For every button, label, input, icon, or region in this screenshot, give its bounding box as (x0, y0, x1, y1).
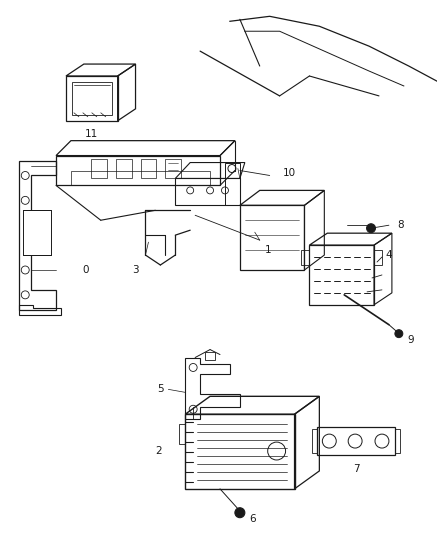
Polygon shape (141, 158, 156, 179)
Polygon shape (23, 211, 51, 255)
Circle shape (395, 330, 403, 337)
Text: 5: 5 (157, 384, 164, 394)
Text: 9: 9 (407, 335, 414, 345)
Polygon shape (165, 158, 181, 179)
Text: 1: 1 (265, 245, 271, 255)
Text: 0: 0 (83, 265, 89, 275)
Text: 4: 4 (385, 250, 392, 260)
Text: 6: 6 (250, 514, 256, 524)
Polygon shape (116, 158, 131, 179)
Text: 10: 10 (283, 168, 296, 179)
Circle shape (367, 224, 375, 233)
Text: 3: 3 (132, 265, 139, 275)
Circle shape (235, 508, 245, 518)
Text: 7: 7 (353, 464, 360, 474)
Text: 11: 11 (85, 128, 99, 139)
Text: 2: 2 (155, 446, 162, 456)
Text: 8: 8 (398, 220, 404, 230)
Polygon shape (91, 158, 107, 179)
